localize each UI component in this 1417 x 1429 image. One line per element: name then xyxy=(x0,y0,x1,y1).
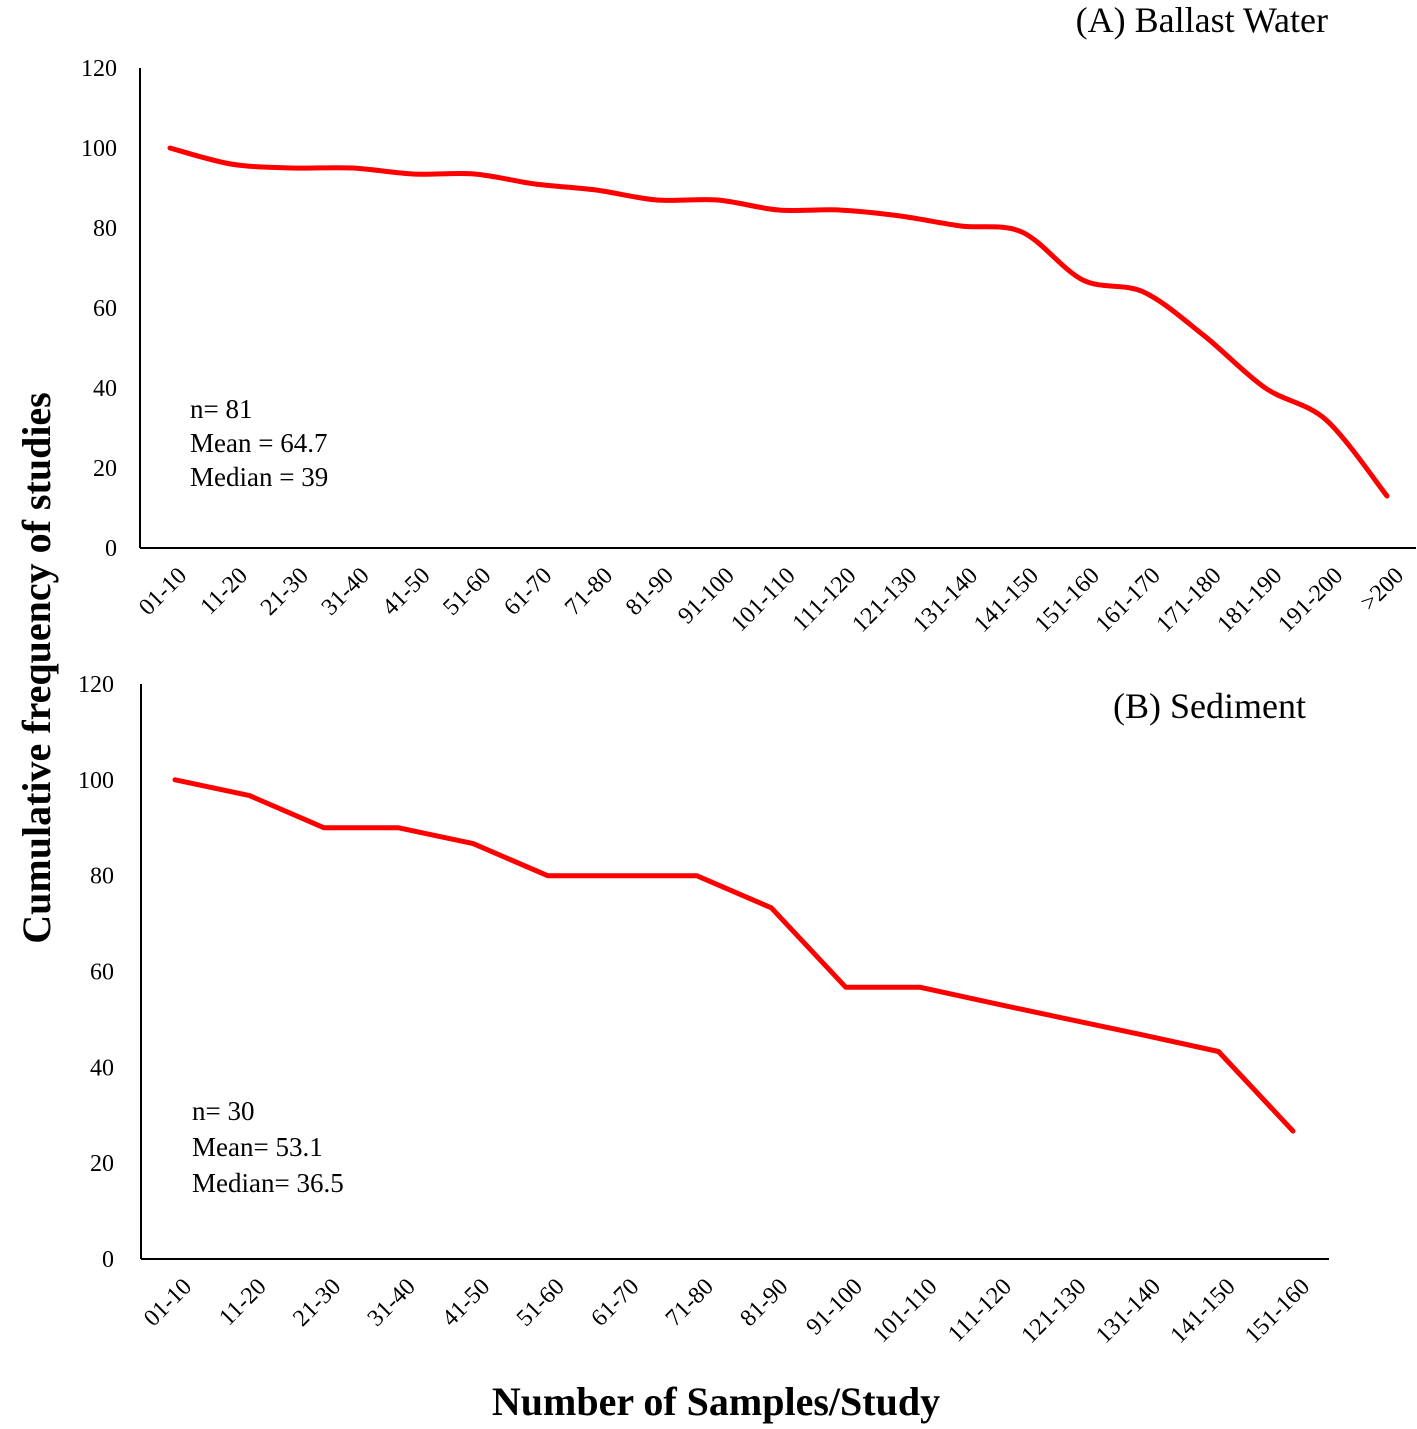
panel-a-x-tick-label: 21-30 xyxy=(256,563,314,621)
panel-b-y-tick-label: 80 xyxy=(90,864,114,890)
panel-b-stat-n: n= 30 xyxy=(192,1096,254,1126)
panel-b-stat-median: Median= 36.5 xyxy=(192,1168,344,1198)
panel-a-series-line xyxy=(167,145,1390,499)
panel-b-y-tick-label: 120 xyxy=(78,672,114,698)
panel-a-y-ticks: 0 20 40 60 80 100 120 xyxy=(81,56,117,562)
panel-a-y-tick-label: 0 xyxy=(105,536,117,562)
panel-a-y-tick-label: 80 xyxy=(93,216,117,242)
panel-b-x-tick-label: 131-140 xyxy=(1091,1274,1166,1349)
panel-b-y-tick-label: 100 xyxy=(78,768,114,794)
panel-b-x-tick-label: 21-30 xyxy=(288,1274,346,1332)
panel-a-x-tick-label: 111-120 xyxy=(788,563,862,637)
panel-a-y-tick-label: 60 xyxy=(93,296,117,322)
panel-a-x-tick-label: 161-170 xyxy=(1091,563,1166,638)
panel-a-y-tick-label: 100 xyxy=(81,136,117,162)
panel-b-y-tick-label: 40 xyxy=(90,1055,114,1081)
panel-a-x-tick-label: 51-60 xyxy=(438,563,496,621)
chart-panel-sediment: (B) Sediment 0 20 40 60 80 100 120 01-10 11-20 2… xyxy=(78,672,1329,1349)
panel-a-stat-median: Median = 39 xyxy=(190,462,328,492)
panel-a-x-tick-label: 141-150 xyxy=(969,563,1044,638)
panel-a-y-tick-label: 120 xyxy=(81,56,117,82)
panel-a-x-tick-label: 131-140 xyxy=(908,563,983,638)
panel-a-title: (A) Ballast Water xyxy=(1076,0,1328,40)
panel-b-x-tick-label: 101-110 xyxy=(868,1274,942,1348)
panel-a-x-tick-label: 41-50 xyxy=(378,563,436,621)
panel-b-x-tick-label: 01-10 xyxy=(139,1274,197,1332)
panel-b-x-tick-label: 91-100 xyxy=(801,1274,867,1340)
panel-b-y-tick-label: 0 xyxy=(102,1247,114,1273)
panel-b-x-ticks: 01-10 11-20 21-30 31-40 41-50 51-60 61-70 71-80… xyxy=(139,1274,1315,1349)
y-axis-title: Cumulative frequency of studies xyxy=(14,392,59,943)
panel-b-x-tick-label: 51-60 xyxy=(512,1274,570,1332)
panel-a-x-tick-label: 61-70 xyxy=(499,563,557,621)
panel-b-x-tick-label: 61-70 xyxy=(586,1274,644,1332)
panel-a-x-tick-label: 151-160 xyxy=(1030,563,1105,638)
panel-b-stat-mean: Mean= 53.1 xyxy=(192,1132,323,1162)
panel-a-x-tick-label: 71-80 xyxy=(560,563,618,621)
panel-a-x-ticks: 01-10 11-20 21-30 31-40 41-50 51-60 61-70 71-80… xyxy=(134,563,1409,638)
panel-b-x-tick-label: 81-90 xyxy=(735,1274,793,1332)
panel-b-y-ticks: 0 20 40 60 80 100 120 xyxy=(78,672,114,1273)
panel-b-x-tick-label: 41-50 xyxy=(437,1274,495,1332)
panel-b-x-tick-label: 11-20 xyxy=(214,1274,271,1331)
panel-b-y-tick-label: 20 xyxy=(90,1151,114,1177)
panel-a-y-tick-label: 20 xyxy=(93,456,117,482)
panel-a-x-tick-label: 11-20 xyxy=(196,563,253,620)
panel-b-x-tick-label: 71-80 xyxy=(661,1274,719,1332)
panel-b-x-tick-label: 31-40 xyxy=(363,1274,421,1332)
panel-a-x-tick-label: >200 xyxy=(1356,563,1409,616)
panel-a-x-tick-label: 191-200 xyxy=(1273,563,1348,638)
panel-b-y-tick-label: 60 xyxy=(90,960,114,986)
panel-a-x-tick-label: 81-90 xyxy=(621,563,679,621)
panel-a-x-tick-label: 31-40 xyxy=(317,563,375,621)
panel-a-x-tick-label: 181-190 xyxy=(1212,563,1287,638)
panel-a-stat-n: n= 81 xyxy=(190,394,252,424)
panel-a-stat-mean: Mean = 64.7 xyxy=(190,428,327,458)
panel-b-series-line xyxy=(172,777,1296,1134)
panel-a-x-tick-label: 01-10 xyxy=(134,563,192,621)
panel-a-x-tick-label: 171-180 xyxy=(1152,563,1227,638)
panel-b-x-tick-label: 111-120 xyxy=(943,1274,1017,1348)
panel-b-x-tick-label: 151-160 xyxy=(1240,1274,1315,1349)
panel-a-y-tick-label: 40 xyxy=(93,376,117,402)
panel-a-x-tick-label: 121-130 xyxy=(847,563,922,638)
panel-b-title: (B) Sediment xyxy=(1113,686,1306,726)
panel-b-x-tick-label: 141-150 xyxy=(1166,1274,1241,1349)
x-axis-title: Number of Samples/Study xyxy=(492,1379,940,1424)
panel-b-x-tick-label: 121-130 xyxy=(1017,1274,1092,1349)
panel-a-x-tick-label: 101-110 xyxy=(726,563,800,637)
